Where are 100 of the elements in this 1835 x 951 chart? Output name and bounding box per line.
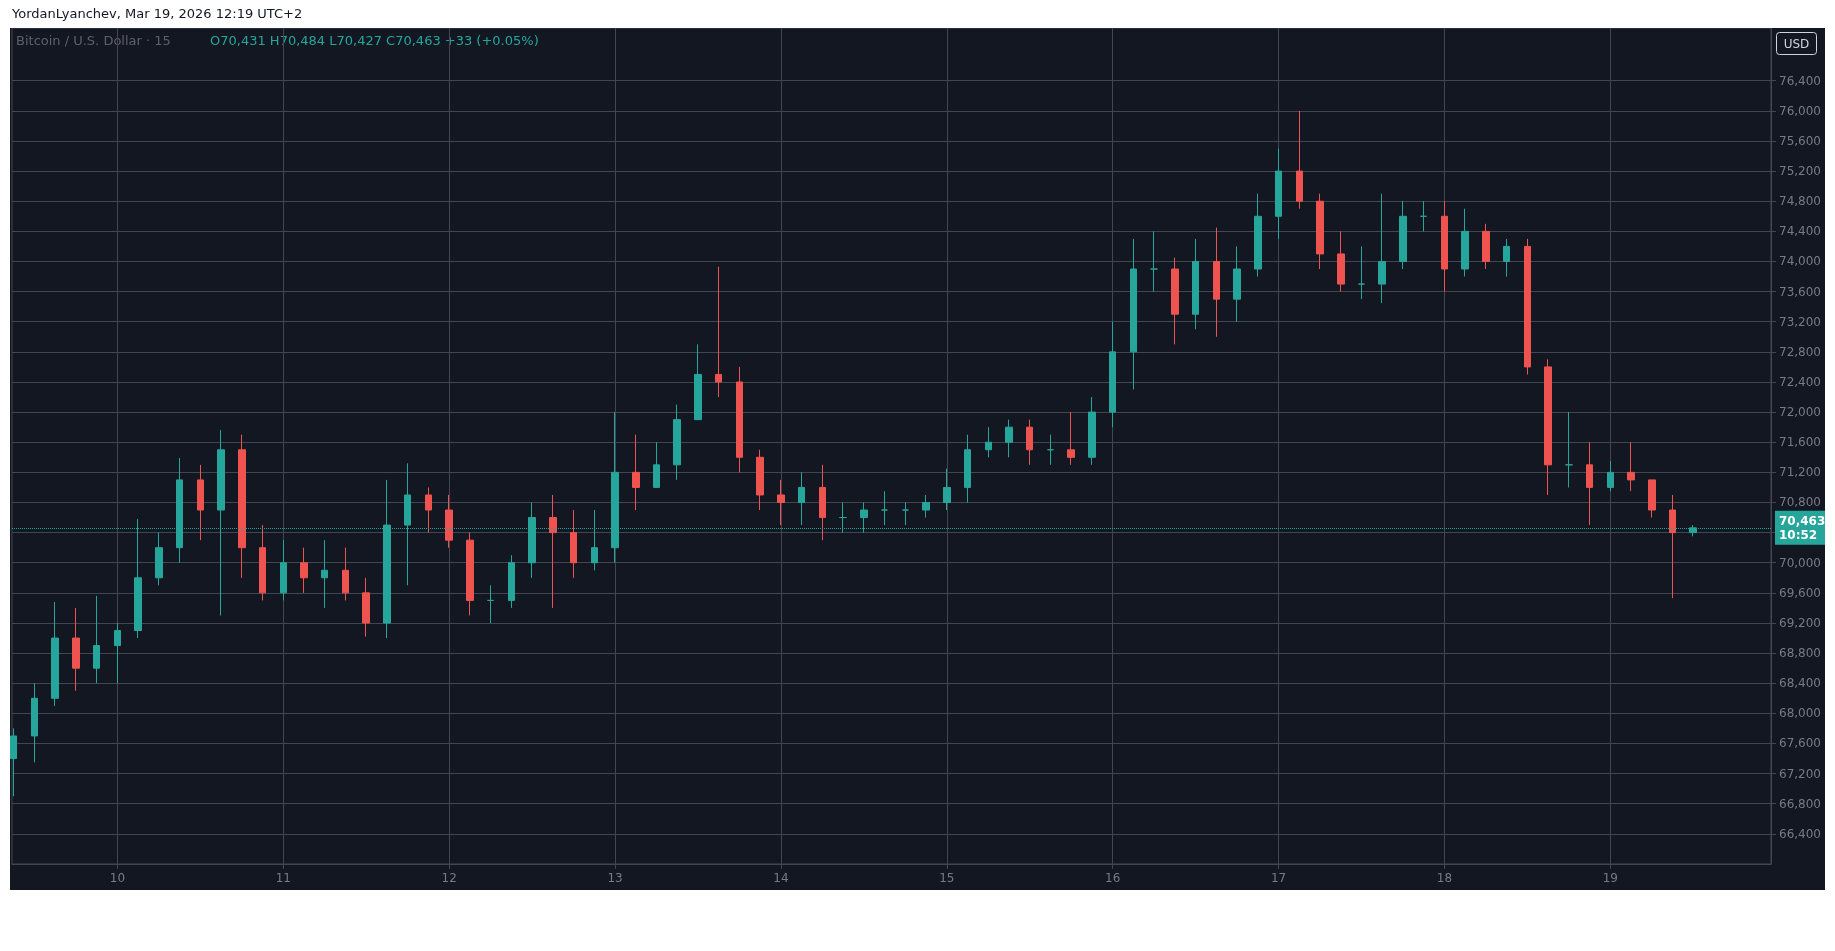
candlestick [487, 584, 494, 624]
candlestick [259, 524, 266, 601]
candlestick [300, 547, 308, 594]
text: 10:52 [1779, 527, 1818, 542]
candlestick [1378, 193, 1386, 304]
candlestick [1233, 245, 1241, 323]
candlestick [1296, 110, 1303, 210]
candlestick [1316, 193, 1324, 270]
x-tick-label: 12 [441, 871, 457, 885]
y-tick-label: 72,800 [1779, 344, 1821, 359]
y-tick-label: 75,600 [1779, 133, 1821, 148]
candlestick [1524, 238, 1531, 375]
candlestick [1213, 227, 1220, 338]
ref-line-label: 70,463 [1779, 513, 1826, 528]
y-tick-label: 71,600 [1779, 435, 1821, 450]
y-tick-label: 68,400 [1779, 676, 1821, 691]
text: YordanLyanchev, Mar 19, 2026 12:19 UTC+2 [12, 6, 303, 21]
candlestick [1607, 460, 1614, 492]
x-tick-label: 11 [275, 871, 291, 885]
candlestick [1130, 238, 1137, 391]
candlestick [1254, 193, 1262, 278]
candlestick [673, 404, 681, 481]
candlestick [653, 441, 660, 488]
y-tick-label: 68,800 [1779, 646, 1821, 661]
x-tick-label: 17 [1270, 871, 1287, 885]
y-tick-label: 74,400 [1779, 224, 1821, 239]
candlestick [819, 464, 826, 541]
y-tick-label: 68,000 [1779, 706, 1821, 721]
candlestick [1399, 200, 1407, 270]
candlestick [1586, 441, 1593, 526]
y-tick-label: 70,000 [1779, 555, 1821, 570]
candlestick [93, 595, 100, 684]
candlestick [425, 486, 432, 534]
candlestick [1109, 321, 1116, 428]
candlestick [155, 532, 163, 586]
candlestick [1544, 358, 1552, 496]
candlestick [1150, 230, 1158, 293]
x-tick-label: 18 [1436, 871, 1453, 885]
y-tick-label: 66,800 [1779, 796, 1821, 811]
candlestick [736, 366, 743, 473]
candlestick [280, 539, 287, 601]
candlestick [1192, 238, 1199, 330]
x-tick-label: 15 [939, 871, 955, 885]
y-tick-label: 66,400 [1779, 826, 1821, 841]
candlestick [881, 490, 888, 526]
candlestick [238, 434, 246, 579]
x-tick-label: 13 [607, 871, 623, 885]
candlestick [943, 468, 951, 511]
candlestick [1005, 419, 1013, 458]
candlestick [1627, 441, 1635, 492]
y-tick-label: 70,800 [1779, 495, 1821, 510]
candlestick [72, 607, 80, 692]
candlestick [31, 682, 38, 763]
y-tick-label: 74,000 [1779, 254, 1821, 269]
candlestick [1067, 411, 1075, 466]
candlestick [10, 727, 17, 797]
candlestick [902, 501, 909, 526]
y-tick-label: 72,400 [1779, 374, 1821, 389]
candlestick [466, 532, 474, 616]
candlestick [632, 434, 640, 511]
candlestick [570, 509, 577, 579]
candlestick [1565, 411, 1573, 488]
candlestick [1503, 238, 1510, 278]
candlestick [549, 494, 557, 609]
candlestick [1358, 245, 1365, 300]
candlestick [508, 554, 515, 609]
x-tick-label: 10 [109, 871, 126, 885]
y-tick-label: 76,400 [1779, 73, 1821, 88]
candlestick [1171, 257, 1179, 345]
x-tick-label: 14 [773, 871, 789, 885]
y-tick-label: 72,000 [1779, 405, 1821, 420]
candlestick [1337, 230, 1345, 293]
candlestick [362, 577, 370, 638]
candlestick [1047, 434, 1054, 466]
candlestick [1026, 419, 1033, 466]
candlestick [1088, 396, 1096, 466]
candlestick [342, 547, 349, 601]
chart-title: Bitcoin / U.S. Dollar · 15 [16, 33, 171, 48]
y-tick-label: 69,200 [1779, 615, 1821, 630]
candlestick [114, 622, 121, 684]
candlestick [715, 266, 722, 398]
y-tick-label: 75,200 [1779, 164, 1821, 179]
candlestick [1441, 200, 1448, 293]
candlestick [694, 343, 702, 421]
candlestick [1482, 223, 1490, 270]
candlestick [922, 494, 930, 519]
y-tick-label: 69,600 [1779, 585, 1821, 600]
y-tick-label: 74,800 [1779, 194, 1821, 209]
x-tick-label: 19 [1602, 871, 1618, 885]
candlestick [1648, 479, 1656, 519]
candlestick [798, 471, 805, 526]
candlestick [51, 601, 59, 707]
candlestick [777, 479, 785, 526]
candlestick [321, 539, 328, 609]
candlestick [197, 464, 204, 541]
candlestick [985, 426, 992, 458]
candlestick [756, 449, 764, 511]
candlestick [964, 434, 971, 503]
y-tick-label: 67,200 [1779, 766, 1821, 781]
y-tick-label: 76,000 [1779, 103, 1821, 118]
